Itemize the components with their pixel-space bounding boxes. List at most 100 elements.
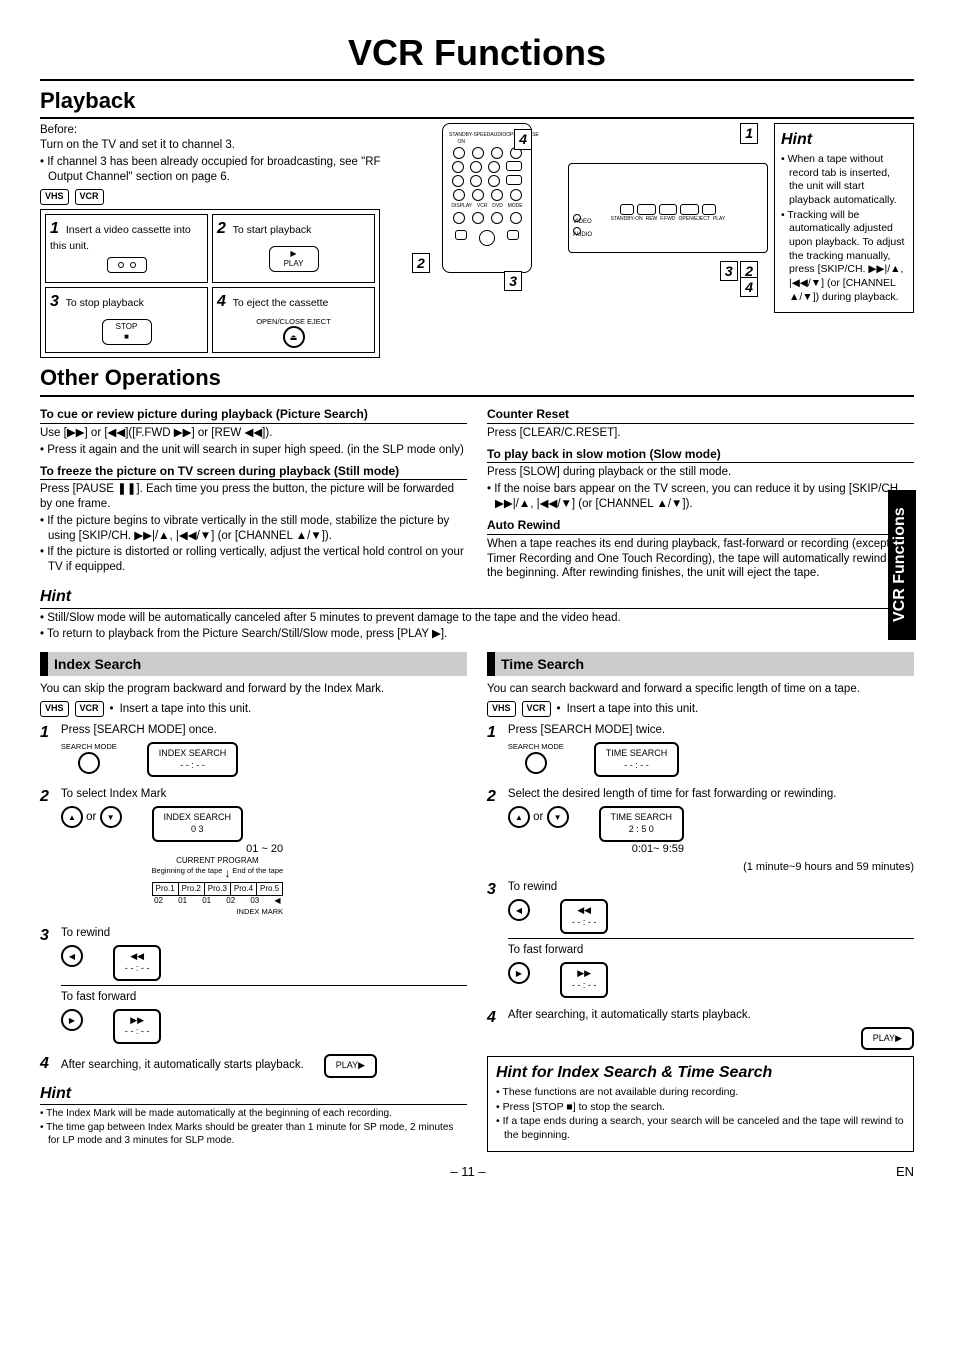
lcd-play: PLAY▶ [324, 1054, 377, 1078]
freeze-bullet: If the picture is distorted or rolling v… [40, 545, 467, 575]
playback-steps-box: 1 Insert a video cassette into this unit… [40, 209, 380, 359]
page-number: – 11 – [450, 1164, 485, 1181]
combined-hint-title: Hint for Index Search & Time Search [496, 1063, 905, 1084]
hint-item: Press [STOP ■] to stop the search. [496, 1101, 905, 1115]
step-num: 1 [50, 220, 59, 237]
btn-label: STOP [116, 322, 138, 331]
range-label: 01 ~ 20 [152, 842, 284, 856]
counter-title: Counter Reset [487, 407, 914, 424]
callout-2: 2 [412, 253, 430, 273]
auto-title: Auto Rewind [487, 518, 914, 535]
up-button: ▲ [61, 806, 83, 828]
callout-3: 3 [504, 271, 522, 291]
step-num: 4 [217, 293, 226, 310]
step-3: 3 To stop playback STOP■ [45, 287, 208, 354]
down-button: ▼ [547, 806, 569, 828]
hint-title: Hint [781, 130, 907, 151]
idx-step3a: To rewind [61, 926, 467, 941]
prog-table: Pro.1 Pro.2 Pro.3 Pro.4 Pro.5 [152, 882, 284, 896]
lcd-display: ◀◀- - : - - [560, 899, 609, 934]
lcd-play: PLAY▶ [861, 1027, 914, 1051]
dlbl: STANDBY-ON [611, 216, 643, 223]
before-bullet: If channel 3 has been already occupied f… [40, 155, 406, 185]
time-step3a: To rewind [508, 880, 914, 895]
hint-item: To return to playback from the Picture S… [40, 627, 914, 642]
search-mode-button [78, 752, 100, 774]
rlbl: MODE [508, 203, 523, 210]
callout-1: 1 [740, 123, 758, 143]
freeze-line1: Press [PAUSE ❚❚]. Each time you press th… [40, 482, 467, 512]
hint-title-idx: Hint [40, 1084, 467, 1106]
cue-title: To cue or review picture during playback… [40, 407, 467, 424]
time-step4: After searching, it automatically starts… [508, 1009, 751, 1021]
up-button: ▲ [508, 806, 530, 828]
side-tab-vcr-functions: VCR Functions [888, 490, 916, 640]
cue-bullet: Press it again and the unit will search … [40, 443, 467, 458]
hint-item: The Index Mark will be made automaticall… [40, 1107, 467, 1120]
page-title: VCR Functions [40, 30, 914, 81]
vcr-icon: VCR [75, 189, 104, 205]
index-search-title: Index Search [40, 652, 467, 676]
remote-diagram: 4 STANDBY-ONSPEEDAUDIOOPEN/CLOSE EJECT D… [412, 123, 562, 293]
down-button: ▼ [100, 806, 122, 828]
range-note: (1 minute~9 hours and 59 minutes) [508, 860, 914, 874]
combined-hint-box: Hint for Index Search & Time Search Thes… [487, 1056, 914, 1151]
step-text: To start playback [233, 224, 312, 236]
vhs-icon: VHS [40, 189, 69, 205]
current-label: CURRENT PROGRAM [152, 856, 284, 866]
insert-tape: Insert a tape into this unit. [567, 702, 699, 717]
idx-step2: To select Index Mark [61, 787, 467, 802]
search-mode-label: SEARCH MODE [508, 742, 564, 752]
hint-box-playback: Hint When a tape without record tab is i… [774, 123, 914, 313]
ffwd-button: ▶ [61, 1009, 83, 1031]
step-num: 2 [217, 220, 226, 237]
device-diagram: 1 VIDEO AUDIO ⏻ ◀◀ ▶▶ ■⏏ ▶ STANDBY-ON RE… [568, 123, 768, 293]
page-lang: EN [896, 1164, 914, 1181]
play-button-graphic: ▶PLAY [269, 246, 319, 273]
dev-btn: ■⏏ [680, 204, 699, 215]
auto-text: When a tape reaches its end during playb… [487, 537, 914, 582]
dlbl: OPEN/EJECT [679, 216, 710, 223]
hint-item: If a tape ends during a search, your sea… [496, 1115, 905, 1142]
vhs-icon: VHS [40, 701, 69, 717]
dev-btn: ▶▶ [659, 204, 678, 215]
rlbl: AUDIO [490, 132, 506, 145]
dlbl: PLAY [713, 216, 725, 223]
callout-4: 4 [514, 129, 532, 149]
hint-item: The time gap between Index Marks should … [40, 1121, 467, 1147]
time-step3b: To fast forward [508, 943, 914, 958]
rewind-button: ◀ [508, 899, 530, 921]
lcd-display: ▶▶- - : - - [113, 1009, 162, 1044]
vcr-icon: VCR [522, 701, 551, 717]
step-1: 1 Insert a video cassette into this unit… [45, 214, 208, 283]
end-label: End of the tape [232, 866, 283, 882]
search-mode-button [525, 752, 547, 774]
insert-tape: Insert a tape into this unit. [120, 702, 252, 717]
rlbl: VCR [477, 203, 488, 210]
dev-btn: ▶ [702, 204, 715, 215]
stop-button-graphic: STOP■ [102, 319, 152, 346]
search-mode-label: SEARCH MODE [61, 742, 117, 752]
step-text: Insert a video cassette into this unit. [50, 224, 191, 252]
btn-label: PLAY [284, 259, 304, 268]
rewind-button: ◀ [61, 945, 83, 967]
rlbl: DISPLAY [451, 203, 472, 210]
lcd-display: INDEX SEARCH- - : - - [147, 742, 239, 777]
step-text: To eject the cassette [233, 297, 329, 309]
eject-button-graphic: ⏏ [283, 326, 305, 348]
before-label: Before: [40, 123, 406, 138]
step-2: 2 To start playback ▶PLAY [212, 214, 375, 283]
range-label: 0:01~ 9:59 [599, 842, 685, 856]
lcd-display: TIME SEARCH- - : - - [594, 742, 680, 777]
hint-item: Still/Slow mode will be automatically ca… [40, 611, 914, 626]
idx-step4: After searching, it automatically starts… [61, 1058, 304, 1073]
lcd-display: ◀◀- - : - - [113, 945, 162, 980]
rlbl: SPEED [473, 132, 490, 145]
time-step1: Press [SEARCH MODE] twice. [508, 723, 914, 738]
step-num: 3 [50, 293, 59, 310]
dlbl: REW [646, 216, 658, 223]
callout-3: 3 [720, 261, 738, 281]
index-mark-label: INDEX MARK [152, 907, 284, 917]
before-line1: Turn on the TV and set it to channel 3. [40, 138, 406, 153]
lcd-display: TIME SEARCH 2 : 5 0 [599, 806, 685, 841]
